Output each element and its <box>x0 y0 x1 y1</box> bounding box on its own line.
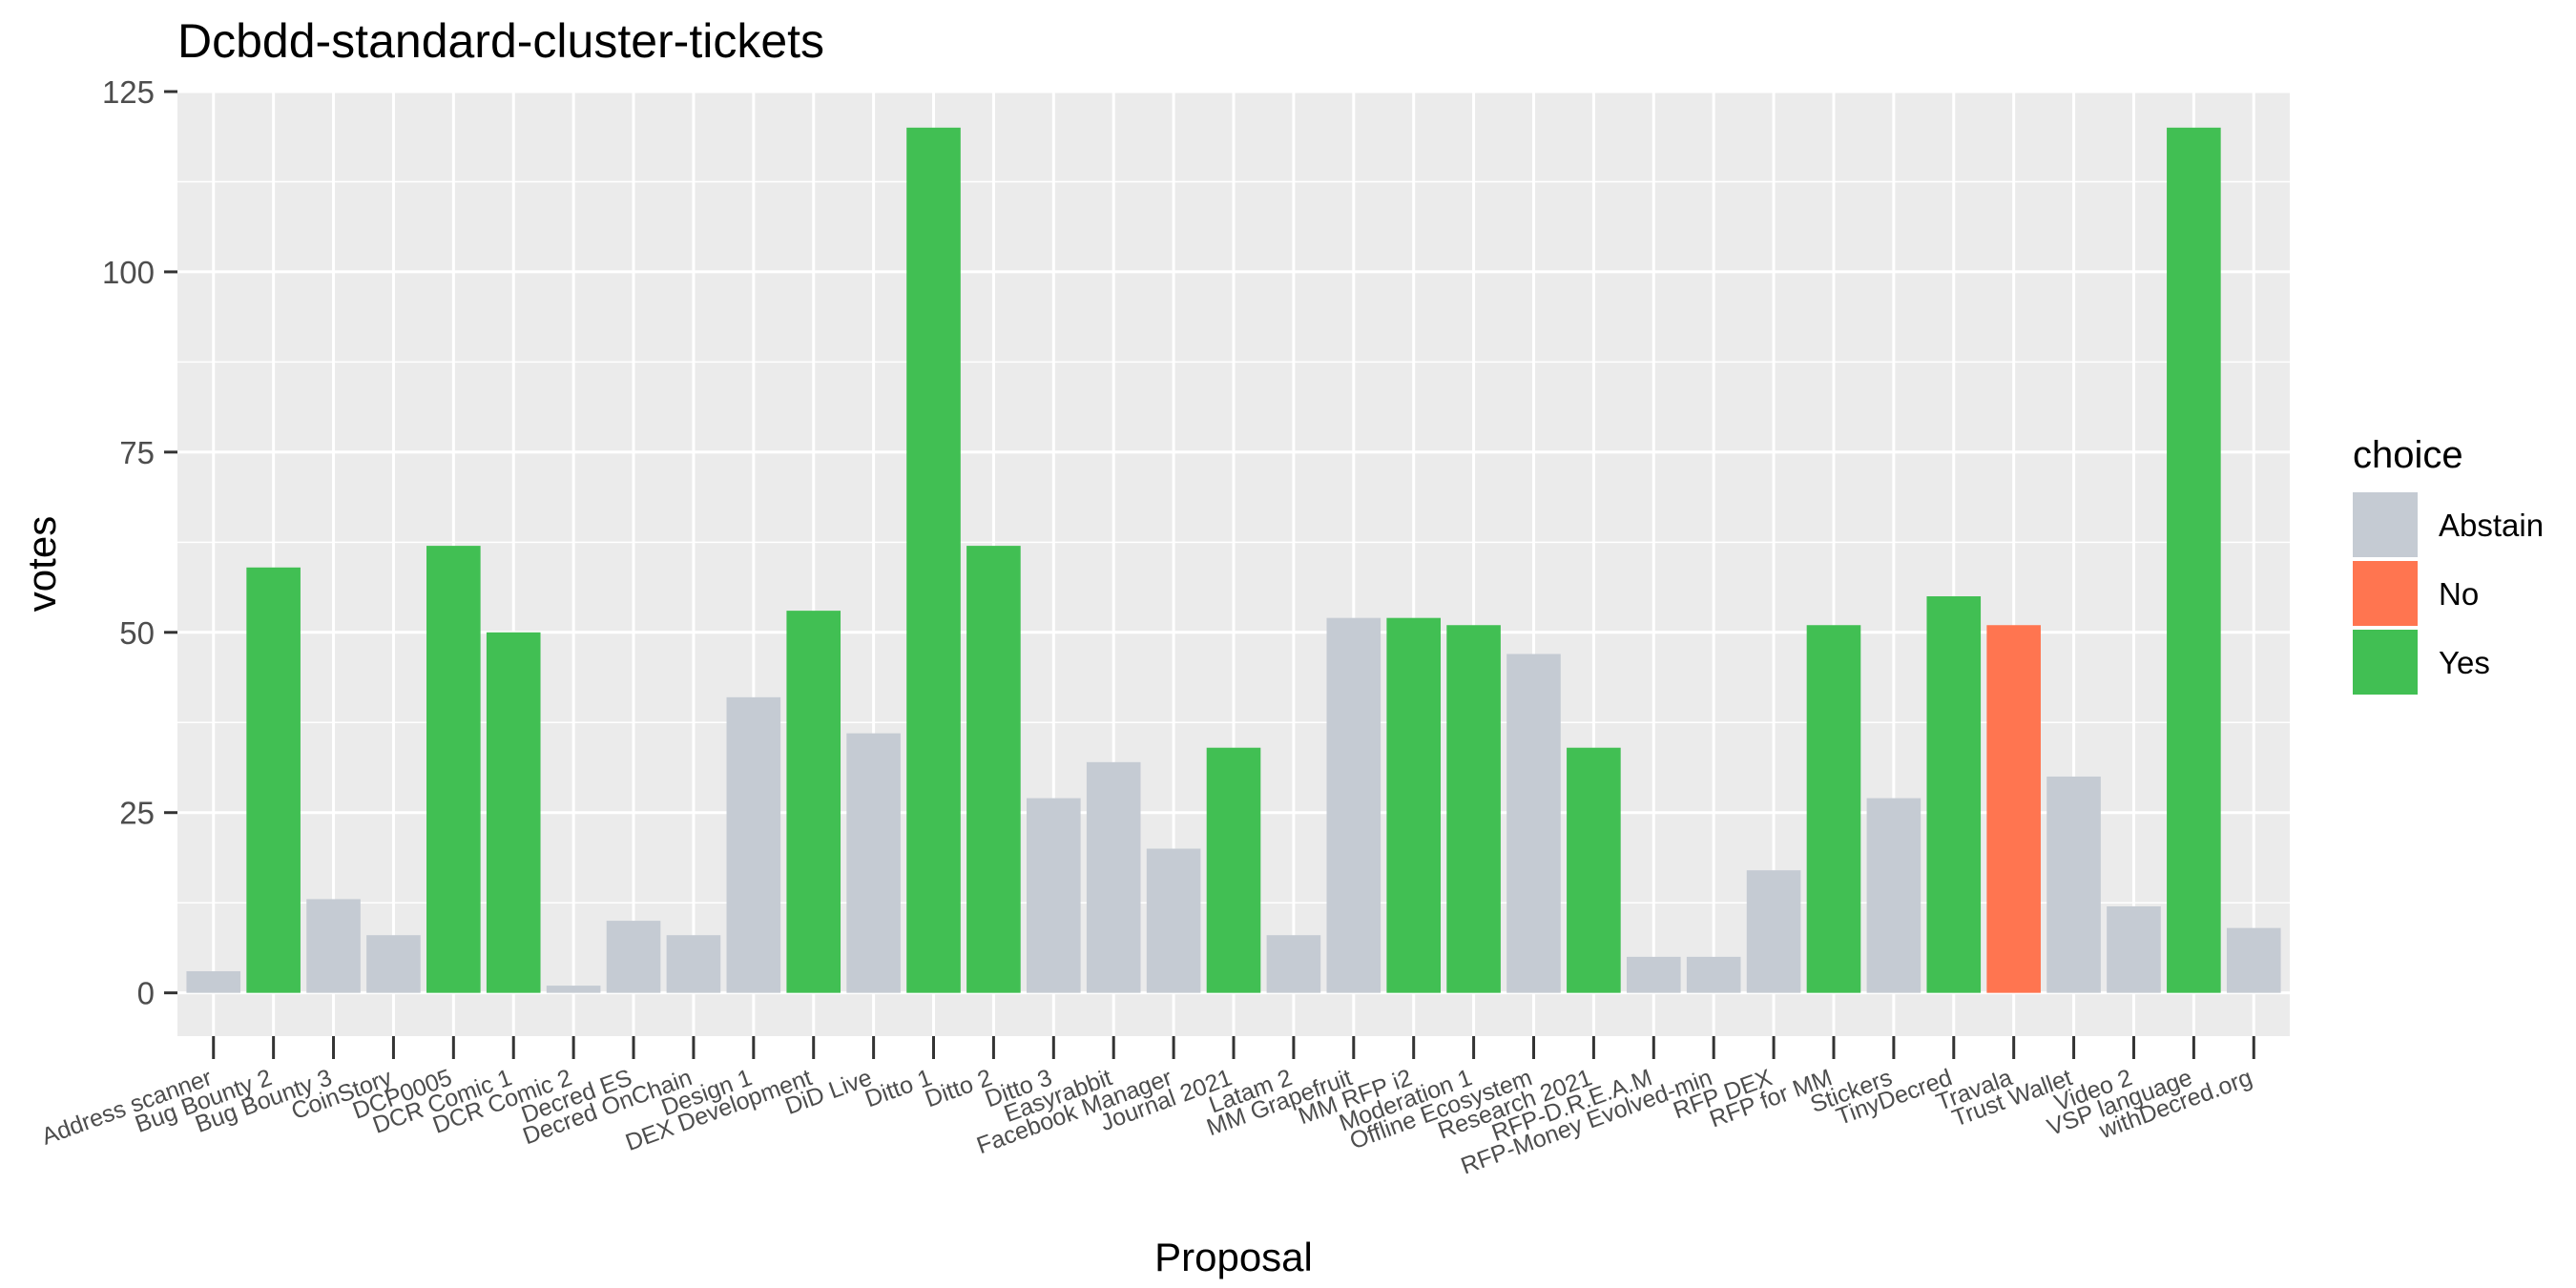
bar <box>306 899 361 993</box>
bar <box>726 696 781 993</box>
legend-label: Abstain <box>2439 508 2544 543</box>
bar <box>1506 654 1561 993</box>
y-axis-title: votes <box>19 516 64 612</box>
bar <box>906 127 961 993</box>
bar <box>2107 905 2161 993</box>
bar <box>1986 625 2041 993</box>
y-axis: 0 25 50 75 100 125 <box>102 74 177 1011</box>
bar <box>2167 127 2221 993</box>
y-tick-label: 25 <box>119 796 155 831</box>
bar <box>1086 761 1141 993</box>
legend-key <box>2353 492 2418 557</box>
bar <box>1146 848 1201 993</box>
chart-title: Dcbdd-standard-cluster-tickets <box>177 14 824 68</box>
bar <box>1686 956 1741 993</box>
y-tick-label: 100 <box>102 255 155 290</box>
bar <box>666 935 721 993</box>
bar <box>486 632 541 993</box>
bar <box>1866 798 1922 993</box>
bars <box>186 127 2281 993</box>
bar <box>1926 596 1982 993</box>
legend-key <box>2353 630 2418 695</box>
y-tick-label: 125 <box>102 74 155 110</box>
legend-title: choice <box>2353 434 2463 476</box>
bar <box>1746 870 1801 993</box>
bar <box>1806 625 1861 993</box>
bar <box>246 567 301 993</box>
y-tick-label: 75 <box>119 435 155 470</box>
y-tick-label: 0 <box>137 976 155 1011</box>
bar <box>846 733 901 993</box>
bar <box>2226 927 2281 993</box>
bar <box>1206 747 1261 993</box>
bar <box>606 921 661 993</box>
legend-label: No <box>2439 576 2479 612</box>
bar <box>1626 956 1681 993</box>
bar <box>1266 935 1321 993</box>
bar <box>2046 776 2101 993</box>
bar <box>366 935 421 993</box>
bar <box>966 546 1021 993</box>
legend-key <box>2353 561 2418 626</box>
bar <box>1326 617 1381 993</box>
bar <box>1446 625 1501 993</box>
bar <box>426 546 481 993</box>
x-axis-title: Proposal <box>1154 1235 1313 1279</box>
bar <box>1386 617 1441 993</box>
bar <box>1027 798 1081 993</box>
bar <box>546 986 601 993</box>
legend-label: Yes <box>2439 645 2490 680</box>
bar <box>786 611 841 993</box>
bar <box>1567 747 1621 993</box>
y-tick-label: 50 <box>119 615 155 651</box>
bar <box>186 970 241 993</box>
legend: choice Abstain No Yes <box>2353 434 2544 695</box>
